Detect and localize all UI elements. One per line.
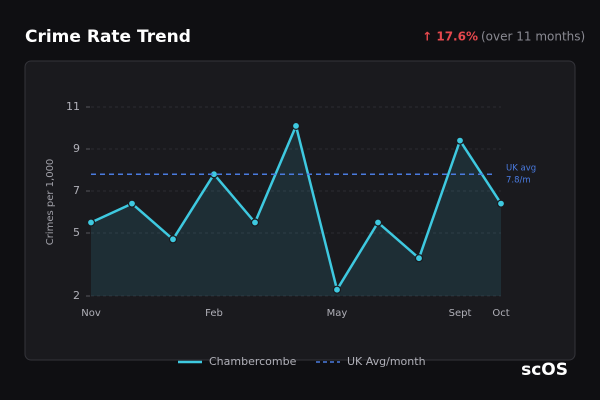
x-tick-label: Oct — [492, 308, 509, 319]
x-tick-label: Nov — [81, 308, 101, 319]
y-tick-label: 11 — [66, 100, 80, 113]
point — [332, 285, 342, 294]
y-tick-label: 5 — [73, 226, 80, 239]
y-tick-label: 9 — [73, 142, 80, 155]
y-tick-label: 7 — [73, 184, 80, 197]
change-note: (over 11 months) — [481, 30, 585, 44]
watermark: scOS — [521, 360, 568, 380]
point — [373, 218, 383, 227]
legend-label: UK Avg/month — [347, 355, 426, 368]
reference-label: 7.8/m — [506, 176, 531, 186]
point — [168, 235, 178, 244]
x-tick-label: Sept — [449, 308, 472, 319]
x-tick-label: May — [327, 308, 348, 319]
y-axis-label: Crimes per 1,000 — [45, 159, 56, 246]
point — [250, 218, 260, 227]
point — [414, 254, 424, 263]
reference-label: UK avg — [506, 164, 536, 174]
change: ↑ 17.6% — [422, 30, 478, 44]
x-tick-label: Feb — [205, 308, 223, 319]
area — [91, 125, 501, 297]
legend-label: Chambercombe — [209, 355, 297, 368]
point — [455, 136, 465, 145]
point — [291, 121, 301, 131]
point — [127, 199, 137, 208]
y-tick-label: 2 — [73, 289, 80, 302]
point — [496, 199, 506, 208]
card — [24, 60, 576, 361]
point — [86, 218, 96, 227]
title: Crime Rate Trend — [25, 27, 191, 47]
